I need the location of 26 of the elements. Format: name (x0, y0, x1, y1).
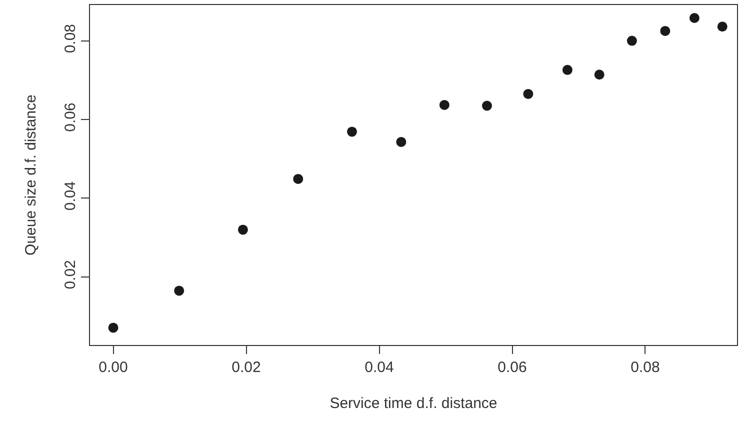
y-tick-label: 0.04 (62, 181, 79, 211)
point (482, 100, 492, 111)
y-tick-label: 0.02 (62, 260, 79, 290)
point (523, 88, 534, 99)
x-tick-label: 0.06 (498, 359, 527, 376)
point (660, 26, 670, 36)
x-tick-label: 0.02 (232, 359, 261, 376)
x-tick-label: 0.08 (630, 359, 660, 376)
point (594, 70, 604, 80)
point (396, 136, 406, 147)
x-axis-title: Service time d.f. distance (330, 395, 498, 412)
x-tick-label: 0.00 (98, 359, 128, 376)
y-tick-label: 0.08 (62, 24, 79, 54)
y-tick-label: 0.06 (62, 102, 79, 132)
point (562, 64, 572, 75)
point (174, 286, 184, 296)
point (108, 322, 118, 333)
point (689, 12, 700, 23)
point (293, 174, 304, 184)
x-tick-label: 0.04 (364, 359, 394, 376)
point (439, 100, 450, 110)
point (238, 224, 248, 235)
point (626, 36, 637, 46)
point (717, 22, 728, 32)
point (346, 126, 357, 137)
y-axis-title: Queue size d.f. distance (22, 94, 40, 256)
